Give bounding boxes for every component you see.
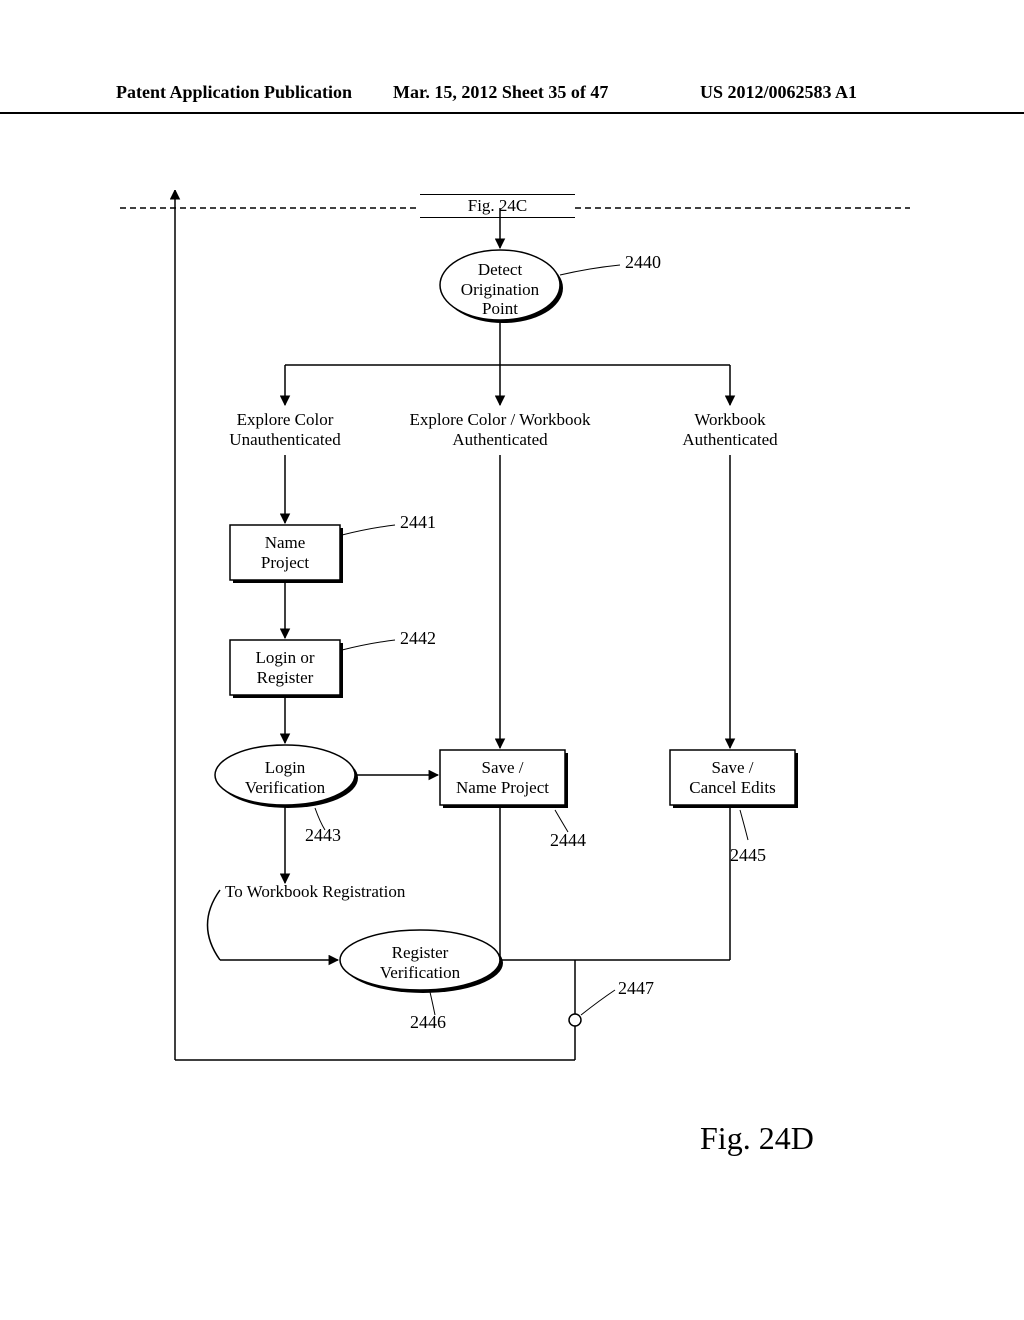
to-workbook-label: To Workbook Registration [225, 882, 445, 902]
detect-l2: Origination [461, 280, 539, 299]
name-project-l1: Name [265, 533, 306, 552]
flowchart-diagram: Fig. 24C Detect Origination Point 2440 E… [120, 190, 910, 1140]
ref-2447: 2447 [618, 978, 654, 999]
ref-2443: 2443 [305, 825, 341, 846]
ref-2442: 2442 [400, 628, 436, 649]
save-cancel-l2: Cancel Edits [689, 778, 775, 797]
detect-l3: Point [482, 299, 518, 318]
save-cancel-node: Save / Cancel Edits [670, 758, 795, 797]
name-project-node: Name Project [230, 533, 340, 572]
header-pub-number: US 2012/0062583 A1 [700, 82, 857, 103]
reg-verif-node: Register Verification [340, 943, 500, 982]
detect-l1: Detect [478, 260, 522, 279]
save-name-l1: Save / [481, 758, 523, 777]
save-name-node: Save / Name Project [440, 758, 565, 797]
save-name-l2: Name Project [456, 778, 549, 797]
figure-caption: Fig. 24D [700, 1120, 814, 1157]
login-verif-l2: Verification [245, 778, 325, 797]
save-cancel-l1: Save / [711, 758, 753, 777]
name-project-l2: Project [261, 553, 309, 572]
login-reg-l1: Login or [255, 648, 314, 667]
header-date-sheet: Mar. 15, 2012 Sheet 35 of 47 [393, 82, 608, 103]
branch-right-l1: Workbook [694, 410, 765, 429]
branch-right-l2: Authenticated [682, 430, 777, 449]
header-publication: Patent Application Publication [116, 82, 352, 103]
login-verif-l1: Login [265, 758, 306, 777]
page-header: Patent Application Publication Mar. 15, … [0, 82, 1024, 114]
reg-verif-l1: Register [392, 943, 449, 962]
branch-right: Workbook Authenticated [660, 410, 800, 449]
branch-left-l2: Unauthenticated [229, 430, 340, 449]
ref-2440: 2440 [625, 252, 661, 273]
fig-top-ref: Fig. 24C [420, 194, 575, 218]
branch-mid-l2: Authenticated [452, 430, 547, 449]
login-reg-l2: Register [257, 668, 314, 687]
login-register-node: Login or Register [230, 648, 340, 687]
ref-2444: 2444 [550, 830, 586, 851]
reg-verif-l2: Verification [380, 963, 460, 982]
login-verif-node: Login Verification [215, 758, 355, 797]
ref-2441: 2441 [400, 512, 436, 533]
detect-node: Detect Origination Point [440, 260, 560, 319]
branch-mid-l1: Explore Color / Workbook [409, 410, 590, 429]
ref-2445: 2445 [730, 845, 766, 866]
branch-mid: Explore Color / Workbook Authenticated [395, 410, 605, 449]
patent-page: Patent Application Publication Mar. 15, … [0, 0, 1024, 1320]
branch-left: Explore Color Unauthenticated [205, 410, 365, 449]
ref-2446: 2446 [410, 1012, 446, 1033]
branch-left-l1: Explore Color [237, 410, 334, 429]
